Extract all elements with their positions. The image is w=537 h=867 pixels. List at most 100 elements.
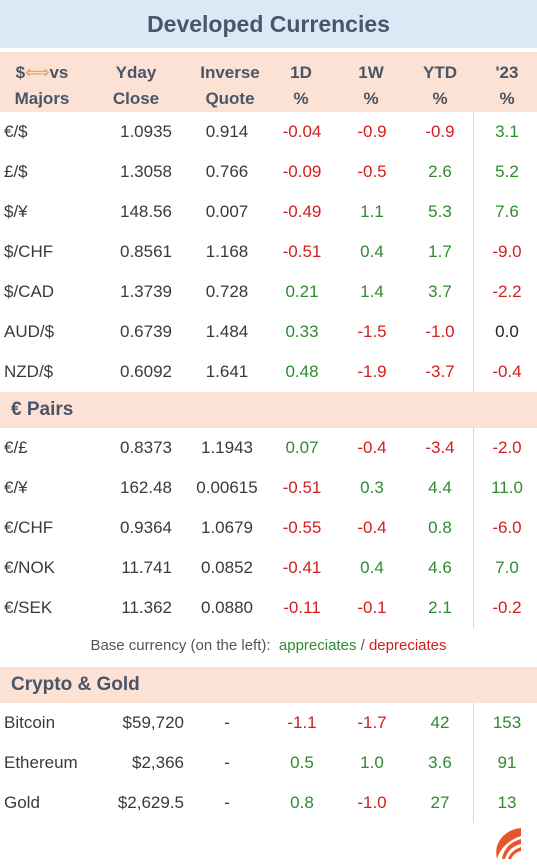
legend-prefix: Base currency (on the left): [90,637,271,654]
yday-close-value: 1.0935 [120,122,172,141]
change-1d-value: 0.33 [285,322,319,341]
yday-close-value: 0.8373 [120,438,172,457]
yday-close-value: 11.362 [121,598,172,617]
change-ytd-value: 2.6 [428,162,452,181]
inverse-quote-value: - [224,793,230,812]
inverse-quote-value: 0.0852 [201,558,253,577]
yday-close-value: 0.9364 [120,518,172,537]
change-1w-value: -1.7 [357,713,387,732]
header-base-vs-majors: $⟺vs Majors [0,60,84,112]
inverse-quote-value: - [224,713,230,732]
change-ytd-value: -3.7 [425,362,455,381]
table-row: €/NOK 11.741 0.0852 -0.41 0.4 4.6 7.0 [0,548,537,588]
change-1d-value: 0.07 [285,438,319,457]
yday-close-value: 0.8561 [120,242,172,261]
change-1w-value: 0.4 [360,558,384,577]
legend-appreciates: appreciates [278,637,357,654]
inverse-quote-value: 1.641 [205,362,249,381]
table-row: $/CHF 0.8561 1.168 -0.51 0.4 1.7 -9.0 [0,232,537,272]
inverse-quote-value: 1.168 [205,242,249,261]
table-title: Developed Currencies [0,0,537,48]
yday-close-value: 1.3739 [120,282,172,301]
change-1w-value: -0.4 [357,518,387,537]
change-ytd-value: 4.6 [428,558,452,577]
table-row: $/¥ 148.56 0.007 -0.49 1.1 5.3 7.6 [0,192,537,232]
header-dollar: $ [15,63,26,82]
column-divider [473,428,474,628]
table-row: €/CHF 0.9364 1.0679 -0.55 -0.4 0.8 -6.0 [0,508,537,548]
legend-slash: / [360,637,365,654]
flame-logo-icon [496,828,521,859]
pair-label: $/CHF [4,242,54,261]
table-row: AUD/$ 0.6739 1.484 0.33 -1.5 -1.0 0.0 [0,312,537,352]
inverse-quote-value: - [224,753,230,772]
crypto-gold-section-header: Crypto & Gold [0,667,537,703]
yday-close-value: 1.3058 [120,162,172,181]
change-ytd-value: -1.0 [425,322,455,341]
inverse-quote-value: 1.484 [205,322,249,341]
pair-label: $/¥ [4,202,28,221]
exchange-arrow-icon: ⟺ [25,63,50,82]
change-2023-value: -2.0 [492,438,522,457]
yday-close-value: $2,629.5 [117,793,184,812]
pair-label: £/$ [4,162,28,181]
change-2023-value: -2.2 [492,282,522,301]
change-1d-value: -0.41 [282,558,322,577]
pair-label: €/£ [4,438,28,457]
pair-label: $/CAD [4,282,55,301]
yday-close-value: 0.6739 [120,322,172,341]
change-ytd-value: -3.4 [425,438,455,457]
header-yday-close: Yday Close [112,63,160,108]
legend-depreciates: depreciates [368,637,447,654]
change-1w-value: -1.0 [357,793,387,812]
change-1d-value: -0.09 [282,162,322,181]
change-1w-value: 0.4 [360,242,384,261]
column-divider [473,112,474,392]
yday-close-value: 148.56 [120,202,172,221]
change-2023-value: 91 [497,753,517,772]
table-row: €/SEK 11.362 0.0880 -0.11 -0.1 2.1 -0.2 [0,588,537,628]
change-2023-value: 153 [492,713,522,732]
table-row: Bitcoin $59,720 - -1.1 -1.7 42 153 [0,703,537,743]
change-2023-value: 0.0 [495,322,519,341]
pair-label: Gold [4,793,40,812]
inverse-quote-value: 0.914 [205,122,249,141]
crypto-gold-title: Crypto & Gold [11,674,140,695]
change-1w-value: 1.0 [360,753,384,772]
change-1d-value: -0.04 [282,122,322,141]
change-1d-value: -0.55 [282,518,322,537]
change-ytd-value: 4.4 [428,478,452,497]
change-2023-value: -9.0 [492,242,522,261]
change-1d-value: 0.21 [285,282,319,301]
yday-close-value: $59,720 [122,713,184,732]
change-ytd-value: 0.8 [428,518,452,537]
change-1d-value: 0.8 [290,793,314,812]
inverse-quote-value: 1.1943 [201,438,253,457]
pair-label: AUD/$ [4,322,55,341]
change-2023-value: 11.0 [491,478,523,497]
change-ytd-value: 5.3 [428,202,452,221]
change-2023-value: 3.1 [495,122,519,141]
change-ytd-value: 3.7 [428,282,452,301]
inverse-quote-value: 0.00615 [196,478,258,497]
change-ytd-value: 42 [430,713,450,732]
change-1d-value: 0.5 [290,753,314,772]
inverse-quote-value: 1.0679 [201,518,253,537]
header-vs-majors: vs Majors [14,63,70,108]
change-1w-value: -1.5 [357,322,387,341]
change-1d-value: -0.11 [283,598,321,617]
change-1d-value: -0.49 [282,202,322,221]
inverse-quote-value: 0.0880 [201,598,253,617]
euro-pairs-section-header: € Pairs [0,392,537,428]
change-ytd-value: 1.7 [428,242,452,261]
color-legend: Base currency (on the left): appreciates… [0,629,537,663]
header-inverse-quote: Inverse Quote [200,63,260,108]
pair-label: €/NOK [4,558,56,577]
change-ytd-value: 27 [430,793,450,812]
change-2023-value: 13 [497,793,517,812]
change-2023-value: 7.6 [495,202,519,221]
change-ytd-value: 3.6 [428,753,452,772]
change-1w-value: -0.1 [357,598,387,617]
change-2023-value: -0.4 [492,362,522,381]
change-1w-value: 1.4 [360,282,384,301]
